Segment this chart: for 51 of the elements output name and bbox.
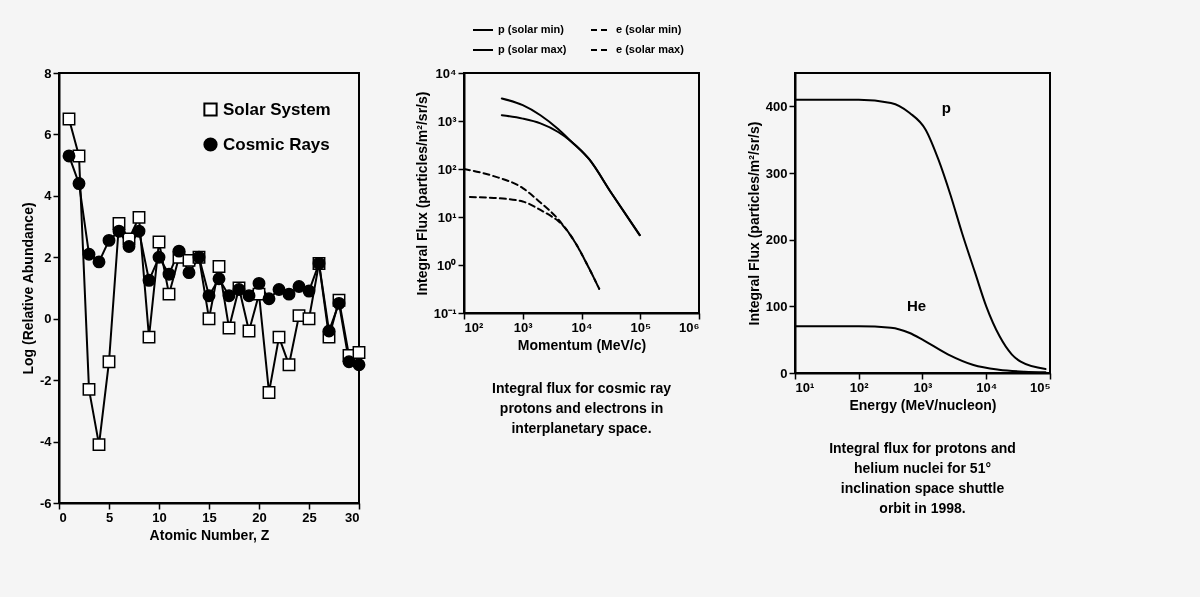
y-tick-label: 100 xyxy=(765,298,788,314)
x-tick-label: 10³ xyxy=(913,379,934,395)
y-tick-label: 10⁴ xyxy=(435,65,457,81)
x-axis-title: Atomic Number, Z xyxy=(149,526,270,543)
x-tick-label: 10³ xyxy=(513,319,534,335)
series-label: He xyxy=(906,296,927,314)
x-tick-label: 15 xyxy=(202,509,217,525)
legend-label: Cosmic Rays xyxy=(223,134,330,154)
x-tick-label: 25 xyxy=(302,509,317,525)
y-tick-label: 6 xyxy=(44,126,52,142)
legend-label: e (solar min) xyxy=(616,23,682,35)
text: Integral flux for cosmic ray protons and electrons in interplanetary space. xyxy=(492,380,672,436)
y-tick-label: 10³ xyxy=(437,113,458,129)
y-tick-label: 10⁰ xyxy=(437,257,457,273)
series-label: p xyxy=(941,98,951,116)
legend-label: p (solar min) xyxy=(498,23,565,35)
x-tick-label: 5 xyxy=(105,509,114,525)
y-axis-title: Integral Flux (particles/m²/sr/s) xyxy=(413,91,430,296)
y-tick-label: -6 xyxy=(39,495,52,511)
y-tick-label: 0 xyxy=(780,365,788,381)
x-tick-label: 10⁵ xyxy=(630,319,652,335)
x-tick-label: 10⁴ xyxy=(571,319,593,335)
text: Integral flux for protons and helium nuclei for 51° inclination space shuttle orbit in 1998. xyxy=(829,440,1016,516)
y-tick-label: 8 xyxy=(44,65,52,81)
x-tick-label: 10⁴ xyxy=(976,379,998,395)
x-tick-label: 10¹ xyxy=(795,379,815,395)
legend-label: e (solar max) xyxy=(616,43,685,55)
y-tick-label: -2 xyxy=(39,372,52,388)
y-axis-title: Integral Flux (particles/m²/sr/s) xyxy=(745,121,762,326)
x-axis-title: Momentum (MeV/c) xyxy=(517,336,647,353)
legend-label: Solar System xyxy=(223,99,331,119)
y-tick-label: 10⁻¹ xyxy=(433,305,457,321)
x-tick-label: 0 xyxy=(59,509,67,525)
y-tick-label: 400 xyxy=(765,98,788,114)
y-tick-label: 2 xyxy=(44,249,52,265)
x-tick-label: 10² xyxy=(464,319,484,335)
x-axis-title: Energy (MeV/nucleon) xyxy=(849,396,997,413)
y-tick-label: 10¹ xyxy=(437,209,457,225)
y-tick-label: 4 xyxy=(44,188,53,204)
x-tick-label: 10² xyxy=(849,379,870,395)
y-axis-title: Log (Relative Abundance) xyxy=(19,202,36,375)
legend-label: p (solar max) xyxy=(498,43,567,55)
y-tick-label: -4 xyxy=(39,434,53,450)
x-tick-label: 10⁶ xyxy=(679,319,700,335)
x-tick-label: 20 xyxy=(252,509,267,525)
x-tick-label: 30 xyxy=(345,509,360,525)
y-tick-label: 10² xyxy=(437,161,458,177)
y-tick-label: 200 xyxy=(765,232,788,248)
x-tick-label: 10⁵ xyxy=(1029,379,1051,395)
x-tick-label: 10 xyxy=(152,509,167,525)
y-tick-label: 300 xyxy=(765,165,788,181)
